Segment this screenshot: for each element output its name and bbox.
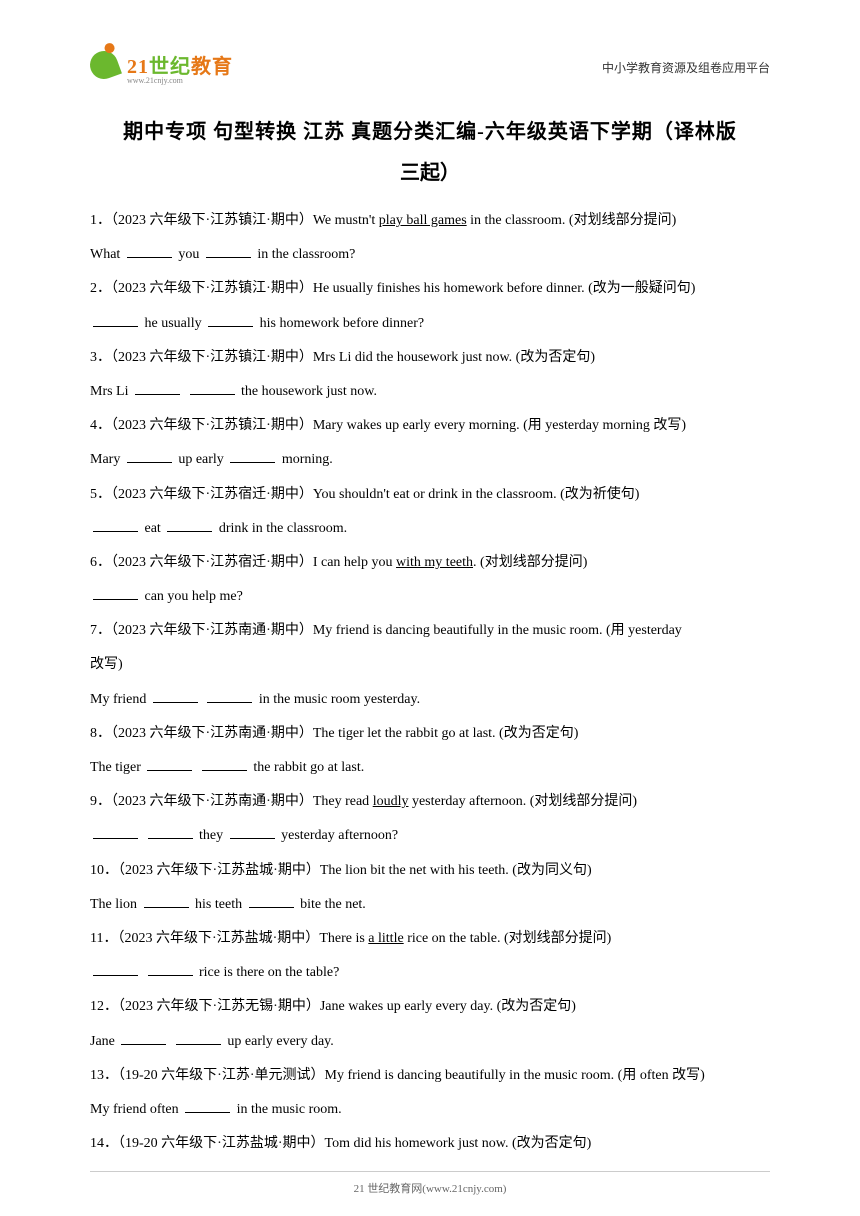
logo-part1: 21 bbox=[127, 56, 149, 78]
answer-9: they yesterday afternoon? bbox=[90, 820, 770, 852]
logo-text-block: 21世纪教育 www.21cnjy.com bbox=[127, 50, 233, 85]
answer-2: he usually his homework before dinner? bbox=[90, 308, 770, 340]
question-7b: 改写) bbox=[90, 649, 770, 681]
question-1: 1．（2023 六年级下·江苏镇江·期中）We mustn't play bal… bbox=[90, 205, 770, 237]
answer-11: rice is there on the table? bbox=[90, 957, 770, 989]
question-12: 12．（2023 六年级下·江苏无锡·期中）Jane wakes up earl… bbox=[90, 991, 770, 1023]
page-footer: 21 世纪教育网(www.21cnjy.com) bbox=[90, 1171, 770, 1196]
question-6: 6．（2023 六年级下·江苏宿迁·期中）I can help you with… bbox=[90, 547, 770, 579]
header-right-text: 中小学教育资源及组卷应用平台 bbox=[602, 59, 770, 76]
answer-3: Mrs Li the housework just now. bbox=[90, 376, 770, 408]
question-9: 9．（2023 六年级下·江苏南通·期中）They read loudly ye… bbox=[90, 786, 770, 818]
question-13: 13．（19-20 六年级下·江苏·单元测试）My friend is danc… bbox=[90, 1060, 770, 1092]
question-3: 3．（2023 六年级下·江苏镇江·期中）Mrs Li did the hous… bbox=[90, 342, 770, 374]
answer-8: The tiger the rabbit go at last. bbox=[90, 752, 770, 784]
question-4: 4．（2023 六年级下·江苏镇江·期中）Mary wakes up early… bbox=[90, 410, 770, 442]
answer-7: My friend in the music room yesterday. bbox=[90, 684, 770, 716]
answer-12: Jane up early every day. bbox=[90, 1026, 770, 1058]
answer-4: Mary up early morning. bbox=[90, 444, 770, 476]
answer-6: can you help me? bbox=[90, 581, 770, 613]
question-2: 2．（2023 六年级下·江苏镇江·期中）He usually finishes… bbox=[90, 273, 770, 305]
logo-url: www.21cnjy.com bbox=[127, 76, 233, 85]
question-10: 10．（2023 六年级下·江苏盐城·期中）The lion bit the n… bbox=[90, 855, 770, 887]
answer-10: The lion his teeth bite the net. bbox=[90, 889, 770, 921]
question-8: 8．（2023 六年级下·江苏南通·期中）The tiger let the r… bbox=[90, 718, 770, 750]
logo-part3: 教育 bbox=[191, 56, 233, 78]
answer-13: My friend often in the music room. bbox=[90, 1094, 770, 1126]
answer-5: eat drink in the classroom. bbox=[90, 513, 770, 545]
question-14: 14．（19-20 六年级下·江苏盐城·期中）Tom did his homew… bbox=[90, 1128, 770, 1160]
page-title: 期中专项 句型转换 江苏 真题分类汇编-六年级英语下学期（译林版 bbox=[90, 115, 770, 144]
questions-content: 1．（2023 六年级下·江苏镇江·期中）We mustn't play bal… bbox=[90, 205, 770, 1160]
question-7: 7．（2023 六年级下·江苏南通·期中）My friend is dancin… bbox=[90, 615, 770, 647]
question-11: 11．（2023 六年级下·江苏盐城·期中）There is a little … bbox=[90, 923, 770, 955]
answer-1: What you in the classroom? bbox=[90, 239, 770, 271]
logo-text: 21世纪教育 bbox=[127, 50, 233, 79]
logo-part2: 世纪 bbox=[149, 56, 191, 78]
question-5: 5．（2023 六年级下·江苏宿迁·期中）You shouldn't eat o… bbox=[90, 479, 770, 511]
logo: 21世纪教育 www.21cnjy.com bbox=[90, 50, 233, 85]
page-header: 21世纪教育 www.21cnjy.com 中小学教育资源及组卷应用平台 bbox=[90, 50, 770, 85]
page-subtitle: 三起） bbox=[90, 156, 770, 185]
logo-icon bbox=[90, 51, 124, 85]
